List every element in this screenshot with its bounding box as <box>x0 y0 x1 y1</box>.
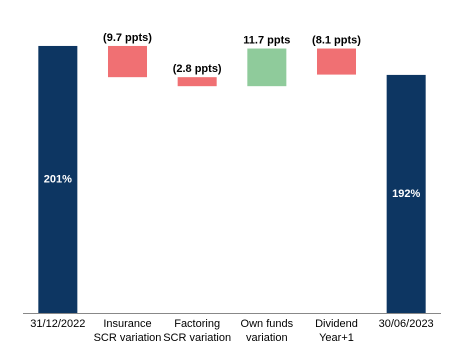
x-tick-label: Own funds variation <box>240 318 294 344</box>
x-tick-label: 30/06/2023 <box>378 318 434 330</box>
decrease-bar <box>177 77 217 87</box>
x-tick-label: Insurance SCR variation <box>93 318 162 344</box>
value-label: (8.1 ppts) <box>312 34 361 46</box>
x-tick-label: Factoring SCR variation <box>163 318 232 344</box>
value-label: 201% <box>44 173 72 185</box>
x-tick-label: 31/12/2022 <box>30 318 86 330</box>
total-bar <box>38 45 78 314</box>
decrease-bar <box>107 45 148 78</box>
value-label: 192% <box>392 188 420 200</box>
value-label: (2.8 ppts) <box>173 63 222 75</box>
total-bar <box>386 74 426 313</box>
value-label: (9.7 ppts) <box>103 32 152 44</box>
decrease-bar <box>316 48 357 75</box>
increase-bar <box>247 48 287 87</box>
value-label: 11.7 ppts <box>243 34 290 46</box>
x-tick-label: Dividend Year+1 <box>315 318 358 344</box>
